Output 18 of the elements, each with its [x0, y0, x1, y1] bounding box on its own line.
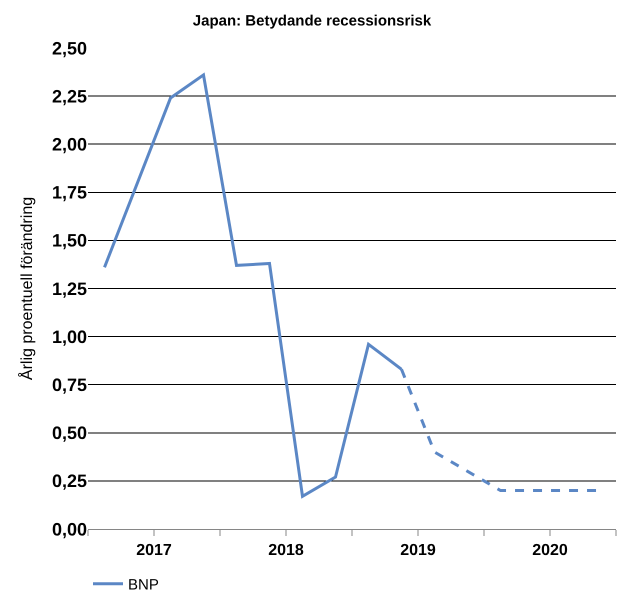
y-axis-title: Årlig proentuell förändring — [18, 196, 36, 380]
x-tick-label: 2020 — [532, 542, 568, 560]
y-tick-label: 2,50 — [52, 38, 87, 58]
x-tick-label: 2017 — [136, 542, 172, 560]
legend-label: BNP — [128, 576, 159, 594]
y-tick-label: 1,50 — [52, 230, 87, 251]
y-tick-label: 0,00 — [52, 519, 87, 540]
x-tick-label: 2018 — [268, 542, 304, 560]
chart-title: Japan: Betydande recessionsrisk — [192, 12, 432, 30]
x-tick-label: 2019 — [400, 542, 436, 560]
y-tick-label: 0,75 — [52, 375, 87, 395]
y-tick-label: 1,00 — [52, 326, 87, 347]
y-tick-label: 2,00 — [52, 134, 87, 154]
y-tick-label: 0,50 — [52, 423, 87, 444]
y-tick-label: 2,25 — [52, 86, 87, 106]
y-tick-label: 0,25 — [52, 471, 87, 492]
y-tick-label: 1,25 — [52, 278, 87, 299]
y-tick-label: 1,75 — [52, 182, 87, 203]
